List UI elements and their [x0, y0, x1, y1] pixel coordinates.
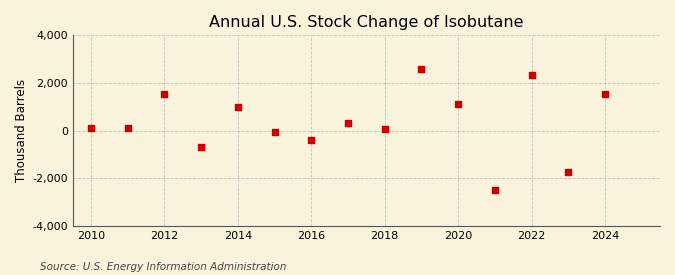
Point — [343, 121, 354, 126]
Point — [489, 188, 500, 192]
Point — [379, 127, 390, 132]
Point — [526, 72, 537, 77]
Point — [416, 67, 427, 71]
Point — [159, 92, 170, 96]
Text: Source: U.S. Energy Information Administration: Source: U.S. Energy Information Administ… — [40, 262, 287, 272]
Point — [453, 102, 464, 107]
Point — [306, 138, 317, 142]
Point — [232, 104, 243, 109]
Point — [86, 126, 97, 130]
Y-axis label: Thousand Barrels: Thousand Barrels — [15, 79, 28, 182]
Title: Annual U.S. Stock Change of Isobutane: Annual U.S. Stock Change of Isobutane — [209, 15, 524, 30]
Point — [196, 145, 207, 150]
Point — [269, 130, 280, 134]
Point — [599, 92, 610, 96]
Point — [122, 126, 133, 130]
Point — [563, 170, 574, 175]
